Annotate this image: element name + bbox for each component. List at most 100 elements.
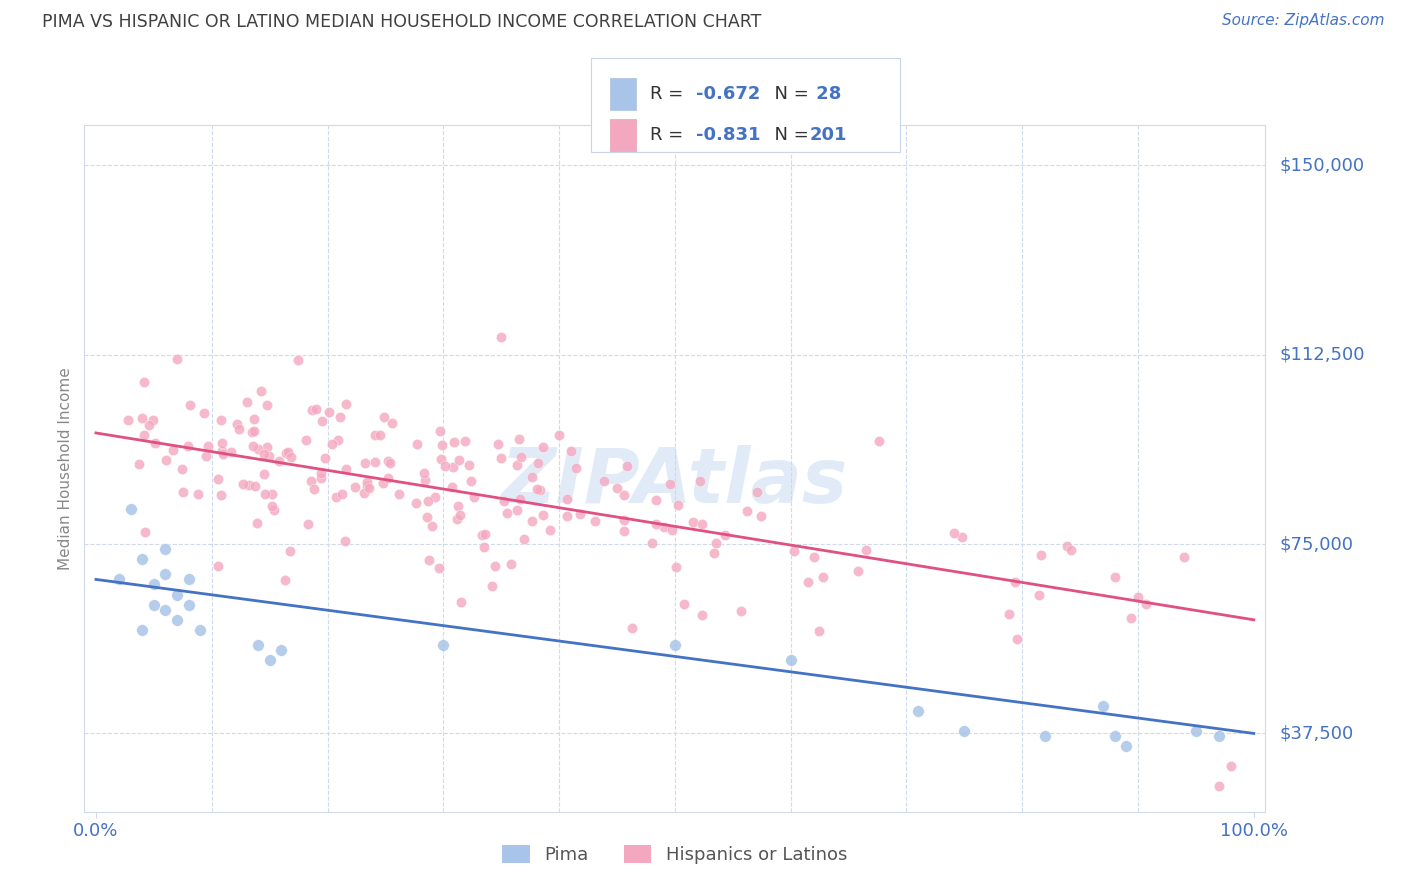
Point bbox=[441, 460, 464, 475]
Point bbox=[359, 481, 381, 495]
Point bbox=[302, 482, 325, 496]
Point bbox=[242, 439, 264, 453]
Point bbox=[330, 487, 353, 501]
Point bbox=[427, 561, 450, 575]
Point bbox=[560, 443, 582, 458]
Point bbox=[134, 428, 156, 442]
Point bbox=[703, 545, 725, 559]
Point bbox=[1173, 550, 1195, 565]
Point bbox=[481, 579, 503, 593]
Point bbox=[131, 623, 153, 637]
Point bbox=[299, 474, 322, 488]
Text: R =: R = bbox=[650, 126, 689, 144]
Point bbox=[311, 414, 333, 428]
Point bbox=[406, 436, 429, 450]
Point bbox=[555, 492, 578, 507]
Point bbox=[486, 437, 509, 451]
Point bbox=[356, 479, 378, 493]
Point bbox=[1208, 729, 1230, 743]
Text: N =: N = bbox=[763, 85, 815, 103]
Point bbox=[593, 474, 616, 488]
Point bbox=[326, 433, 349, 447]
Point bbox=[1035, 729, 1057, 743]
Point bbox=[209, 413, 232, 427]
Text: $75,000: $75,000 bbox=[1279, 535, 1354, 553]
Point bbox=[690, 517, 713, 532]
Point bbox=[413, 473, 436, 487]
Point bbox=[522, 514, 544, 528]
Point bbox=[1056, 539, 1078, 553]
Point bbox=[526, 482, 548, 496]
Text: 201: 201 bbox=[810, 126, 848, 144]
Point bbox=[335, 462, 357, 476]
Point bbox=[443, 434, 465, 449]
Point bbox=[730, 604, 752, 618]
Point bbox=[108, 573, 131, 587]
Y-axis label: Median Household Income: Median Household Income bbox=[58, 367, 73, 570]
Point bbox=[335, 397, 357, 411]
Point bbox=[1115, 739, 1137, 753]
Point bbox=[745, 485, 768, 500]
Point bbox=[132, 375, 155, 389]
Point bbox=[548, 427, 571, 442]
Point bbox=[143, 436, 166, 450]
Point bbox=[280, 450, 302, 465]
Point bbox=[301, 402, 323, 417]
Point bbox=[325, 490, 347, 504]
Point bbox=[131, 411, 153, 425]
Point bbox=[242, 425, 264, 439]
Point bbox=[471, 527, 494, 541]
Point bbox=[343, 480, 366, 494]
Point bbox=[166, 613, 188, 627]
Point bbox=[117, 412, 139, 426]
Point bbox=[472, 540, 495, 554]
Point bbox=[449, 508, 471, 522]
Point bbox=[278, 543, 301, 558]
Point bbox=[269, 454, 291, 468]
Point bbox=[309, 470, 332, 484]
Point bbox=[531, 440, 554, 454]
Point bbox=[1104, 729, 1126, 743]
Point bbox=[749, 508, 772, 523]
Point bbox=[177, 598, 200, 612]
Point bbox=[377, 471, 399, 485]
Point bbox=[807, 624, 830, 639]
Point bbox=[416, 510, 439, 524]
Point bbox=[489, 451, 512, 466]
Point bbox=[1119, 611, 1142, 625]
Point bbox=[353, 485, 375, 500]
Point bbox=[432, 638, 454, 652]
Point bbox=[155, 542, 177, 557]
Point bbox=[429, 424, 451, 438]
Point bbox=[166, 588, 188, 602]
Point bbox=[207, 472, 229, 486]
Point bbox=[221, 445, 243, 459]
Point bbox=[353, 456, 375, 470]
Point bbox=[172, 461, 194, 475]
Point bbox=[555, 508, 578, 523]
Point bbox=[666, 498, 689, 512]
Point bbox=[141, 413, 163, 427]
Text: Source: ZipAtlas.com: Source: ZipAtlas.com bbox=[1222, 13, 1385, 29]
Point bbox=[207, 559, 229, 574]
Point bbox=[378, 456, 401, 470]
Point bbox=[664, 638, 686, 652]
Point bbox=[907, 704, 929, 718]
Point bbox=[612, 524, 634, 539]
Point bbox=[1004, 575, 1026, 590]
Point bbox=[606, 481, 628, 495]
Point bbox=[246, 442, 269, 457]
Point bbox=[329, 410, 352, 425]
Point bbox=[447, 453, 470, 467]
Point bbox=[463, 490, 485, 504]
Point bbox=[321, 437, 343, 451]
Point bbox=[690, 607, 713, 622]
Point bbox=[260, 487, 283, 501]
Point bbox=[672, 597, 695, 611]
Point bbox=[811, 570, 834, 584]
Point bbox=[418, 553, 440, 567]
Point bbox=[641, 536, 664, 550]
Point bbox=[538, 523, 561, 537]
Point bbox=[418, 493, 440, 508]
Point bbox=[953, 723, 976, 738]
